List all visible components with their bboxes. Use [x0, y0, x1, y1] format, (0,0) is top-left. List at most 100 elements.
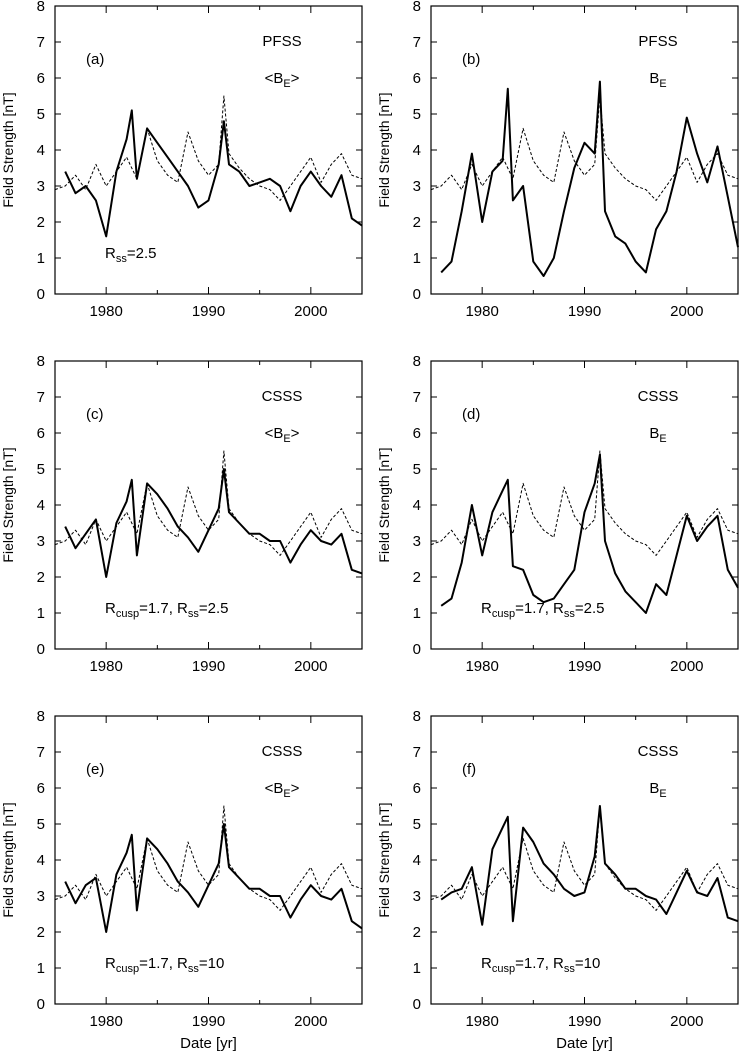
- y-tick-label: 5: [37, 106, 45, 123]
- x-tick-label: 2000: [294, 1013, 327, 1030]
- y-tick-label: 3: [37, 888, 45, 905]
- y-tick-label: 3: [37, 178, 45, 195]
- panel-a: 0 1 2 3 4 5 6 7 8 1980 1990 2000 Field Strength [nT]…: [0, 0, 363, 320]
- model-label: CSSS: [638, 743, 679, 760]
- y-tick-label: 1: [37, 605, 45, 622]
- panel-label: (c): [86, 406, 104, 423]
- panel-d: 0 1 2 3 4 5 6 7 8 1980 1990 2000 Field Strength [nT]…: [376, 353, 739, 675]
- y-axis-title: Field Strength [nT]: [0, 447, 16, 562]
- y-tick-label: 3: [37, 533, 45, 550]
- y-tick-label: 8: [37, 0, 45, 15]
- y-tick-label: 1: [37, 960, 45, 977]
- y-tick-label: 8: [413, 0, 421, 15]
- panel-b: 0 1 2 3 4 5 6 7 8 1980 1990 2000 Field Strength [nT]…: [376, 0, 739, 320]
- model-label: CSSS: [262, 743, 303, 760]
- parameter-label: Rss=2.5: [105, 245, 156, 265]
- panel-e: 0 1 2 3 4 5 6 7 8 1980 1990 2000 Field Strength [nT]…: [0, 708, 363, 1052]
- y-tick-label: 5: [413, 106, 421, 123]
- y-axis-title: Field Strength [nT]: [376, 92, 392, 207]
- y-tick-label: 1: [413, 605, 421, 622]
- x-tick-label: 2000: [294, 303, 327, 320]
- series-line-solid: [64, 109, 363, 238]
- x-tick-label: 1990: [568, 1013, 601, 1030]
- y-tick-label: 1: [413, 250, 421, 267]
- series-line-dashed: [430, 95, 739, 201]
- series-line-dashed: [430, 805, 739, 911]
- y-tick-label: 7: [37, 34, 45, 51]
- y-tick-label: 7: [37, 744, 45, 761]
- y-tick-label: 8: [413, 708, 421, 725]
- x-tick-label: 2000: [670, 658, 703, 675]
- series-line-dashed: [54, 95, 363, 201]
- y-tick-label: 0: [413, 641, 421, 658]
- x-tick-label: 2000: [670, 303, 703, 320]
- y-tick-label: 0: [413, 996, 421, 1013]
- y-tick-label: 0: [413, 286, 421, 303]
- y-tick-label: 6: [413, 425, 421, 442]
- quantity-label: BE: [649, 70, 666, 90]
- series-line-solid: [64, 468, 363, 578]
- x-tick-label: 1980: [465, 303, 498, 320]
- y-tick-label: 5: [37, 461, 45, 478]
- y-tick-label: 6: [413, 70, 421, 87]
- parameter-label: Rcusp=1.7, Rss=10: [105, 955, 224, 975]
- x-tick-label: 1980: [465, 1013, 498, 1030]
- series-line-solid: [64, 823, 363, 933]
- parameter-label: Rcusp=1.7, Rss=10: [481, 955, 600, 975]
- quantity-label: <BE>: [265, 70, 300, 90]
- y-tick-label: 2: [37, 569, 45, 586]
- series-line-solid: [440, 80, 739, 277]
- y-tick-label: 2: [413, 569, 421, 586]
- series-line-dashed: [54, 805, 363, 911]
- x-tick-label: 1980: [89, 658, 122, 675]
- y-tick-label: 8: [37, 708, 45, 725]
- parameter-label: Rcusp=1.7, Rss=2.5: [481, 600, 605, 620]
- y-tick-label: 5: [413, 461, 421, 478]
- y-tick-label: 8: [37, 353, 45, 370]
- model-label: PFSS: [262, 33, 301, 50]
- panel-label: (f): [462, 761, 476, 778]
- x-tick-label: 2000: [294, 658, 327, 675]
- quantity-label: <BE>: [265, 780, 300, 800]
- model-label: PFSS: [638, 33, 677, 50]
- x-axis-title: Date [yr]: [180, 1035, 237, 1052]
- x-tick-label: 1990: [568, 303, 601, 320]
- y-tick-label: 7: [413, 744, 421, 761]
- y-tick-label: 7: [413, 34, 421, 51]
- panel-label: (e): [86, 761, 104, 778]
- y-axis-title: Field Strength [nT]: [0, 802, 16, 917]
- y-tick-label: 5: [37, 816, 45, 833]
- parameter-label: Rcusp=1.7, Rss=2.5: [105, 600, 229, 620]
- y-tick-label: 2: [413, 214, 421, 231]
- y-tick-label: 3: [413, 888, 421, 905]
- y-tick-label: 5: [413, 816, 421, 833]
- series-line-dashed: [430, 450, 739, 556]
- y-tick-label: 7: [413, 389, 421, 406]
- y-tick-label: 4: [37, 142, 45, 159]
- x-tick-label: 1980: [89, 303, 122, 320]
- y-tick-label: 4: [413, 497, 421, 514]
- quantity-label: BE: [649, 425, 666, 445]
- y-tick-label: 7: [37, 389, 45, 406]
- plot-frame: [54, 5, 363, 295]
- x-tick-label: 2000: [670, 1013, 703, 1030]
- series-line-dashed: [54, 450, 363, 556]
- model-label: CSSS: [262, 388, 303, 405]
- x-tick-label: 1990: [192, 303, 225, 320]
- y-tick-label: 8: [413, 353, 421, 370]
- y-tick-label: 0: [37, 641, 45, 658]
- y-tick-label: 0: [37, 996, 45, 1013]
- y-tick-label: 2: [37, 214, 45, 231]
- quantity-label: BE: [649, 780, 666, 800]
- y-tick-label: 2: [37, 924, 45, 941]
- x-tick-label: 1990: [192, 658, 225, 675]
- y-axis-title: Field Strength [nT]: [376, 447, 392, 562]
- panel-label: (b): [462, 51, 480, 68]
- y-tick-label: 0: [37, 286, 45, 303]
- y-tick-label: 6: [413, 780, 421, 797]
- y-tick-label: 1: [413, 960, 421, 977]
- x-axis-title: Date [yr]: [556, 1035, 613, 1052]
- panel-label: (a): [86, 51, 104, 68]
- x-tick-label: 1990: [568, 658, 601, 675]
